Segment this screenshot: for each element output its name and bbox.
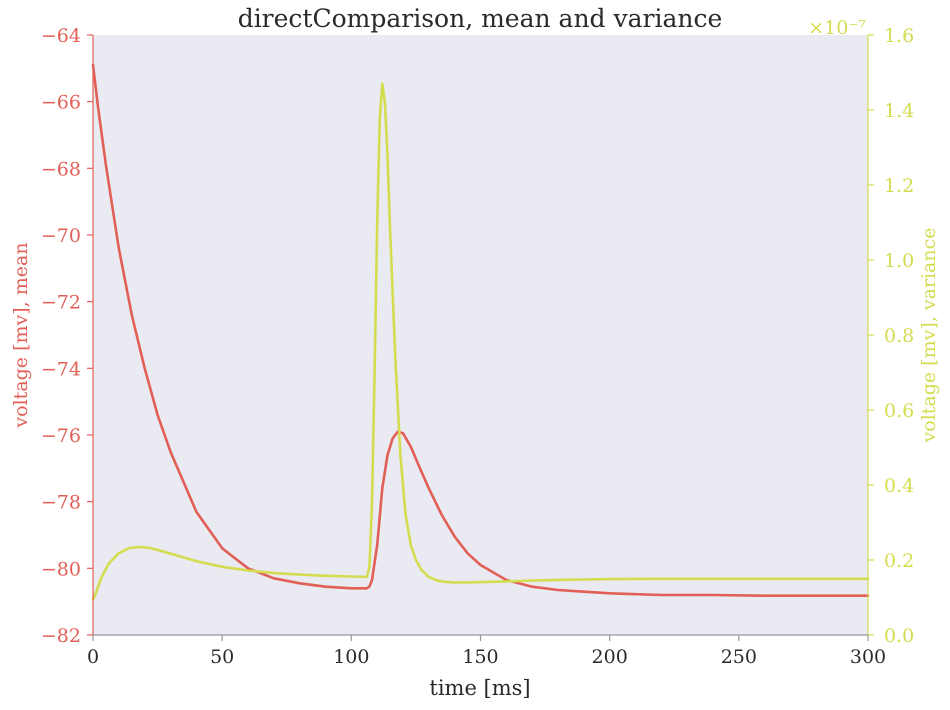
plot-background	[93, 35, 868, 635]
right-axis-label: voltage [mv], variance	[918, 228, 940, 444]
x-axis-label: time [ms]	[429, 676, 530, 700]
right-tick-label: 1.2	[884, 175, 914, 197]
chart-title: directComparison, mean and variance	[238, 4, 723, 33]
right-axis-ticks: 0.0 0.2 0.4 0.6 0.8 1.0 1.2 1.4 1.6	[868, 25, 914, 647]
left-tick-label: −78	[41, 492, 81, 514]
right-tick-label: 0.2	[884, 550, 914, 572]
series-layer	[91, 63, 870, 601]
right-tick-label: 1.6	[884, 25, 914, 47]
x-ticks: 0 50 100 150 200 250 300	[87, 635, 886, 668]
x-tick-label: 200	[592, 646, 628, 668]
right-tick-label: 0.6	[884, 400, 914, 422]
left-tick-label: −76	[41, 425, 81, 447]
left-tick-label: −64	[41, 25, 81, 47]
x-tick-label: 300	[850, 646, 886, 668]
right-tick-label: 0.0	[884, 625, 914, 647]
left-tick-label: −66	[41, 92, 81, 114]
right-tick-label: 0.8	[884, 325, 914, 347]
left-axis-label: voltage [mv], mean	[10, 242, 32, 428]
variance-series-line	[91, 82, 870, 601]
mean-series-line	[91, 63, 870, 597]
left-tick-label: −68	[41, 158, 81, 180]
x-tick-label: 0	[87, 646, 99, 668]
left-tick-label: −72	[41, 292, 81, 314]
x-tick-label: 50	[210, 646, 234, 668]
left-axis-ticks: −82 −80 −78 −76 −74 −72 −70 −68 −66 −64	[41, 25, 93, 647]
x-tick-label: 250	[721, 646, 757, 668]
x-tick-label: 100	[333, 646, 369, 668]
left-tick-label: −80	[41, 558, 81, 580]
left-tick-label: −82	[41, 625, 81, 647]
right-tick-label: 0.4	[884, 475, 914, 497]
left-tick-label: −70	[41, 225, 81, 247]
left-tick-label: −74	[41, 358, 81, 380]
right-tick-label: 1.0	[884, 250, 914, 272]
right-tick-label: 1.4	[884, 100, 914, 122]
x-tick-label: 150	[462, 646, 498, 668]
right-axis-offset-label: ×10⁻⁷	[808, 17, 866, 39]
